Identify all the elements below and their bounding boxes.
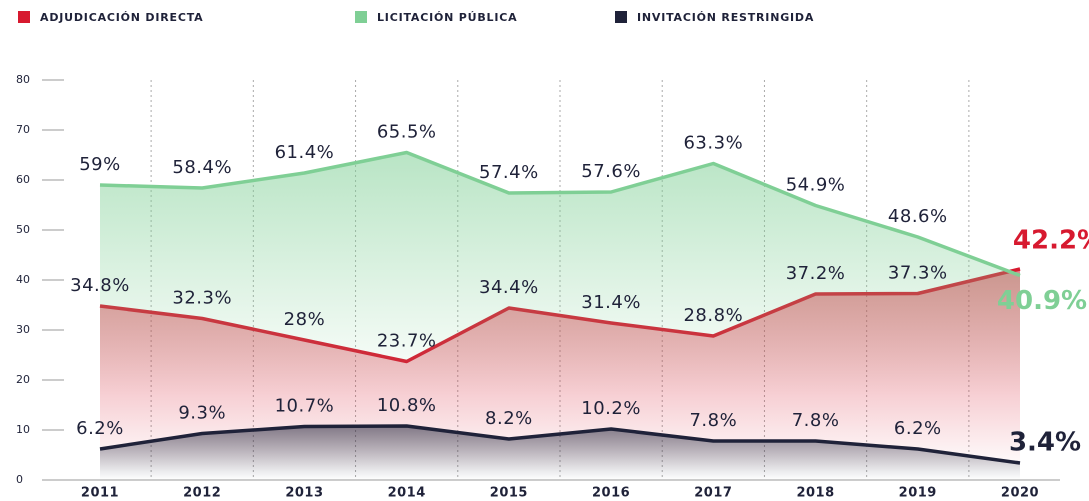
- y-tick-label: 0: [16, 473, 23, 486]
- value-label: 6.2%: [76, 418, 124, 439]
- x-tick-label: 2012: [183, 486, 221, 501]
- legend-swatch: [18, 11, 30, 23]
- line: [99, 150, 1021, 278]
- x-tick-label: 2011: [81, 486, 119, 501]
- value-label: 7.8%: [689, 410, 737, 431]
- y-tick-label: 10: [16, 423, 30, 436]
- value-label: 34.8%: [70, 275, 130, 296]
- x-tick-label: 2020: [1001, 486, 1039, 501]
- value-label: 23.7%: [377, 331, 437, 352]
- x-tick-label: 2014: [388, 486, 426, 501]
- value-label: 61.4%: [275, 142, 335, 163]
- y-tick-label: 70: [16, 123, 30, 136]
- value-label: 65.5%: [377, 122, 437, 143]
- value-label: 34.4%: [479, 277, 539, 298]
- legend-label: ADJUDICACIÓN DIRECTA: [40, 11, 203, 24]
- value-label: 40.9%: [997, 286, 1087, 316]
- value-label: 7.8%: [792, 410, 840, 431]
- value-label: 57.4%: [479, 162, 539, 183]
- legend-label: INVITACIÓN RESTRINGIDA: [637, 11, 814, 24]
- y-tick-label: 40: [16, 273, 30, 286]
- value-label: 48.6%: [888, 206, 948, 227]
- value-label: 3.4%: [1009, 428, 1081, 458]
- value-label: 6.2%: [894, 418, 942, 439]
- y-tick-label: 80: [16, 73, 30, 86]
- line: [99, 424, 1021, 465]
- value-label: 28.8%: [683, 305, 743, 326]
- x-tick-label: 2013: [285, 486, 323, 501]
- value-label: 32.3%: [172, 288, 232, 309]
- value-label: 42.2%: [1013, 226, 1089, 256]
- x-tick-label: 2015: [490, 486, 528, 501]
- value-label: 10.2%: [581, 398, 641, 419]
- value-label: 28%: [284, 309, 326, 330]
- y-tick-label: 50: [16, 223, 30, 236]
- value-label: 9.3%: [178, 403, 226, 424]
- legend-swatch: [355, 11, 367, 23]
- y-tick-label: 60: [16, 173, 30, 186]
- value-label: 63.3%: [683, 133, 743, 154]
- value-label: 59%: [79, 154, 121, 175]
- x-tick-label: 2018: [796, 486, 834, 501]
- value-label: 54.9%: [786, 175, 846, 196]
- area: [100, 426, 1020, 480]
- value-label: 37.2%: [786, 263, 846, 284]
- value-label: 10.8%: [377, 395, 437, 416]
- area: [100, 152, 1020, 396]
- value-label: 31.4%: [581, 292, 641, 313]
- value-label: 10.7%: [275, 396, 335, 417]
- y-tick-label: 20: [16, 373, 30, 386]
- value-label: 8.2%: [485, 408, 533, 429]
- y-tick-label: 30: [16, 323, 30, 336]
- legend-swatch: [615, 11, 627, 23]
- legend-label: LICITACIÓN PÚBLICA: [377, 11, 517, 24]
- value-label: 37.3%: [888, 263, 948, 284]
- value-label: 57.6%: [581, 161, 641, 182]
- value-label: 58.4%: [172, 157, 232, 178]
- x-tick-label: 2017: [694, 486, 732, 501]
- x-tick-label: 2016: [592, 486, 630, 501]
- x-tick-label: 2019: [899, 486, 937, 501]
